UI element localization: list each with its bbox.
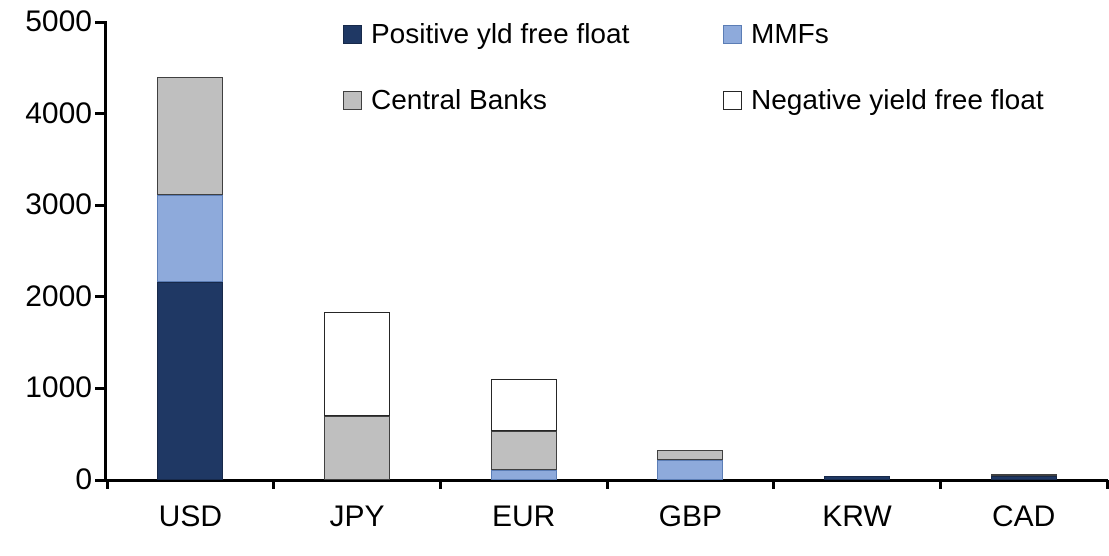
legend-label-positive-yld-free-float: Positive yld free float bbox=[371, 18, 630, 49]
x-label-gbp: GBP bbox=[658, 500, 723, 533]
legend-swatch-positive-yld-free-float-icon bbox=[343, 24, 362, 44]
bar-segment-cad-positive-yld-free-float bbox=[990, 476, 1057, 480]
bar-segment-eur-negative-yield-free-float bbox=[490, 378, 557, 432]
y-tick-3000 bbox=[95, 203, 104, 207]
y-tick-label-3000: 3000 bbox=[25, 188, 92, 222]
bar-segment-jpy-negative-yield-free-float bbox=[324, 311, 390, 416]
bar-segment-eur-central-banks bbox=[490, 431, 557, 470]
bar-segment-gbp-mmfs bbox=[657, 460, 724, 480]
bar-segment-usd-positive-yld-free-float bbox=[157, 282, 224, 480]
y-tick-1000 bbox=[95, 386, 104, 390]
x-label-eur: EUR bbox=[491, 500, 556, 533]
bar-segment-eur-mmfs bbox=[490, 469, 557, 480]
x-tick-4 bbox=[772, 480, 776, 489]
y-tick-label-4000: 4000 bbox=[25, 96, 92, 130]
x-tick-2 bbox=[438, 480, 442, 489]
bar-cad bbox=[990, 473, 1057, 480]
bar-krw bbox=[824, 475, 890, 480]
legend-label-negative-yield-free-float: Negative yield free float bbox=[751, 84, 1044, 115]
x-tick-3 bbox=[605, 480, 609, 489]
x-label-usd: USD bbox=[158, 500, 223, 533]
legend-swatch-negative-yield-free-float-icon bbox=[723, 90, 742, 110]
y-tick-2000 bbox=[95, 295, 104, 299]
bar-segment-cad-central-banks bbox=[990, 473, 1057, 477]
bar-usd bbox=[157, 76, 224, 480]
legend-item-negative-yield-free-float: Negative yield free float bbox=[723, 83, 1044, 117]
y-axis bbox=[104, 21, 107, 482]
y-tick-label-0: 0 bbox=[75, 463, 92, 496]
y-tick-label-2000: 2000 bbox=[25, 279, 92, 313]
x-tick-1 bbox=[272, 480, 276, 489]
y-tick-0 bbox=[95, 478, 104, 482]
legend-item-positive-yld-free-float: Positive yld free float bbox=[343, 17, 629, 51]
bar-segment-usd-central-banks bbox=[157, 76, 224, 196]
legend-label-central-banks: Central Banks bbox=[371, 84, 547, 115]
x-tick-0 bbox=[105, 480, 109, 489]
x-label-cad: CAD bbox=[991, 500, 1056, 533]
y-tick-label-1000: 1000 bbox=[25, 371, 92, 405]
y-tick-4000 bbox=[95, 112, 104, 116]
y-tick-label-5000: 5000 bbox=[25, 5, 92, 38]
legend-label-mmfs: MMFs bbox=[751, 18, 829, 49]
bar-segment-jpy-central-banks bbox=[324, 415, 390, 480]
legend-swatch-mmfs-icon bbox=[723, 24, 742, 44]
legend-item-mmfs: MMFs bbox=[723, 17, 829, 51]
legend-item-central-banks: Central Banks bbox=[343, 83, 547, 117]
bar-gbp bbox=[657, 450, 724, 480]
bar-segment-usd-mmfs bbox=[157, 195, 224, 283]
bar-segment-krw-positive-yld-free-float bbox=[824, 475, 890, 480]
x-tick-5 bbox=[938, 480, 942, 489]
x-tick-6 bbox=[1105, 480, 1109, 489]
legend-swatch-central-banks-icon bbox=[343, 90, 362, 110]
bar-eur bbox=[490, 378, 557, 480]
x-label-jpy: JPY bbox=[329, 500, 385, 533]
y-tick-5000 bbox=[95, 20, 104, 24]
bar-segment-gbp-central-banks bbox=[657, 450, 724, 461]
x-label-krw: KRW bbox=[822, 500, 892, 533]
bar-jpy bbox=[324, 311, 390, 480]
